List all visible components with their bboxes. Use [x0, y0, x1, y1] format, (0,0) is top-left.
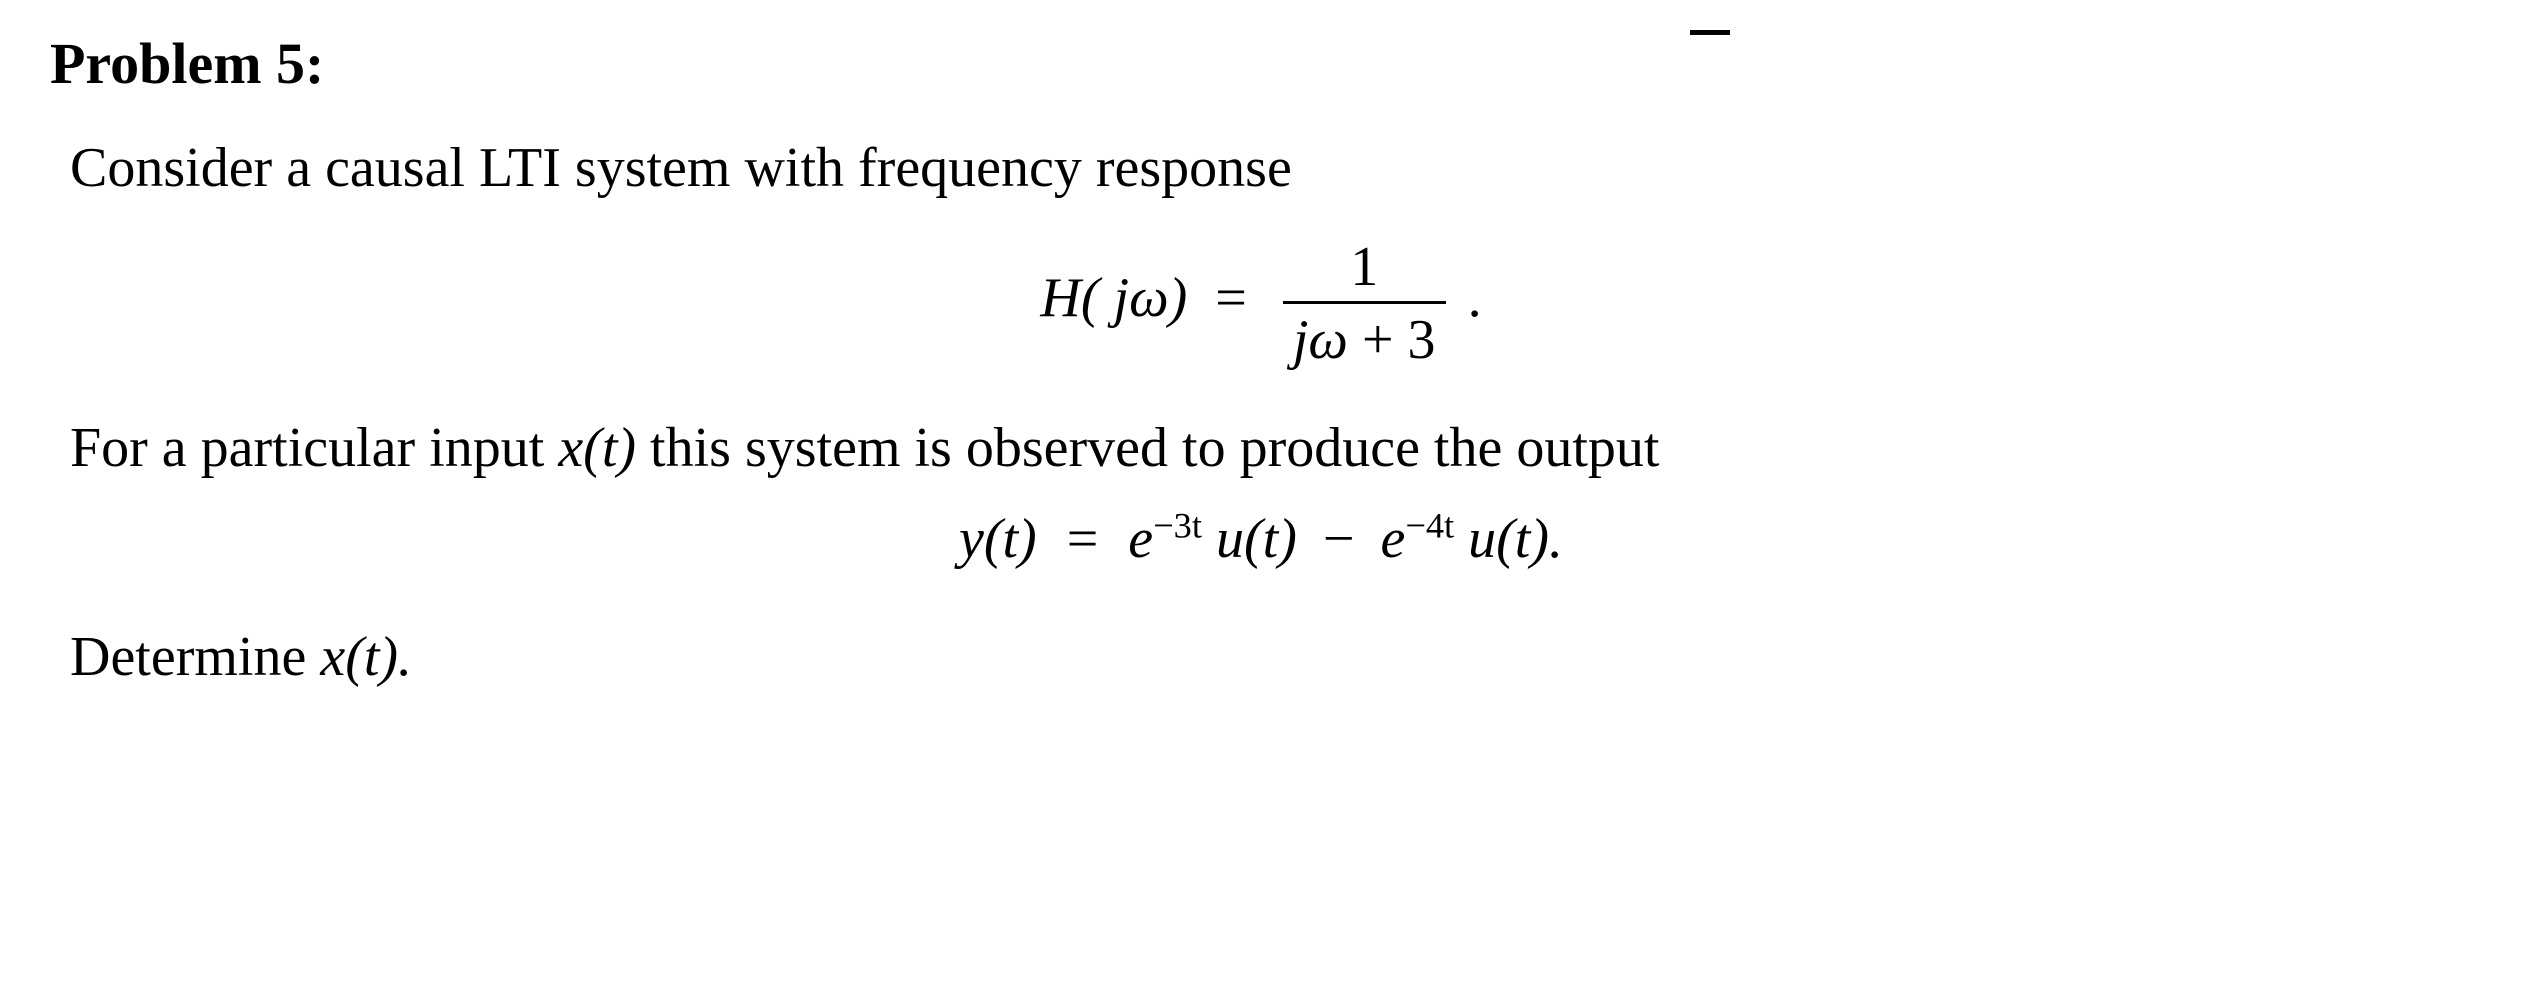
eq1-period: . — [1468, 267, 1482, 329]
line2-part-b: this system is observed to produce the o… — [636, 417, 1659, 479]
determine-line: Determine x(t). — [70, 621, 2472, 694]
line2-xt: x(t) — [558, 417, 636, 479]
stray-overbar-mark — [1690, 30, 1730, 35]
line3-xt: x(t). — [320, 626, 412, 688]
eq1-lhs: H( jω) — [1040, 267, 1187, 329]
eq2-u2: u(t). — [1468, 508, 1563, 570]
eq1-fraction: 1 jω + 3 — [1283, 235, 1446, 372]
problem-title: Problem 5: — [50, 30, 2472, 97]
eq2-equals: = — [1067, 508, 1099, 570]
eq1-numerator: 1 — [1283, 235, 1446, 304]
line3-part-a: Determine — [70, 626, 320, 688]
eq2-sp2 — [1454, 508, 1468, 570]
eq2-u1: u(t) — [1216, 508, 1297, 570]
eq2-e2: e — [1380, 508, 1405, 570]
eq1-denominator: jω + 3 — [1283, 304, 1446, 372]
output-equation: y(t) = e−3t u(t) − e−4t u(t). — [50, 505, 2472, 572]
eq2-exp1: −3t — [1153, 506, 1202, 546]
eq2-minus: − — [1323, 508, 1355, 570]
input-output-line: For a particular input x(t) this system … — [70, 412, 2472, 485]
frequency-response-equation: H( jω) = 1 jω + 3 . — [50, 235, 2472, 372]
eq2-e1: e — [1128, 508, 1153, 570]
eq2-sp1 — [1202, 508, 1216, 570]
eq1-denom-jw: jω — [1293, 309, 1348, 371]
eq2-exp2: −4t — [1405, 506, 1454, 546]
intro-line: Consider a causal LTI system with freque… — [70, 132, 2472, 205]
line2-part-a: For a particular input — [70, 417, 558, 479]
eq2-yt: y(t) — [959, 508, 1037, 570]
eq1-denom-plus3: + 3 — [1362, 309, 1436, 371]
eq1-equals: = — [1215, 267, 1247, 329]
